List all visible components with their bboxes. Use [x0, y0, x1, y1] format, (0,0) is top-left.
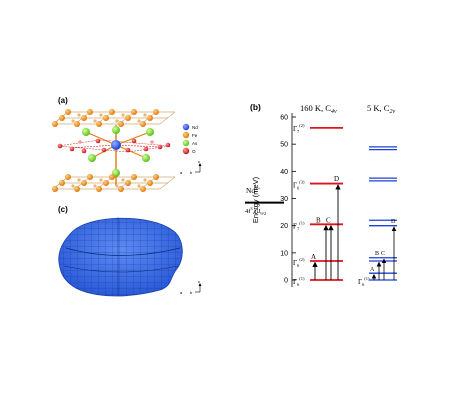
atom-legend: Nd Fe As O	[182, 123, 198, 155]
y-tick-label: 30	[280, 196, 288, 203]
axis-b-label: b	[190, 290, 193, 295]
y-tick-label: 50	[280, 142, 288, 149]
transition-letters: A B C D A B C D	[311, 175, 396, 273]
axis-b-label: b	[190, 170, 193, 175]
as-atom-icon	[182, 139, 190, 147]
legend-label-fe: Fe	[192, 133, 198, 138]
axis-c-label: c	[198, 159, 200, 164]
y-tick-label: 40	[280, 169, 288, 176]
y-ticks: 0 10 20 30 40 50 60	[280, 115, 296, 285]
panel-b-label: (b)	[250, 102, 261, 112]
transition-letter-a-5k: A	[370, 267, 375, 273]
nd-atom-icon	[182, 123, 190, 131]
panel-c: (c) c b a	[58, 205, 202, 297]
panel-a-label: (a)	[58, 96, 68, 105]
transition-letter-b-5k: B	[375, 251, 379, 257]
y-axis-label: Energy (meV)	[251, 176, 260, 223]
legend-item-nd: Nd	[182, 123, 198, 131]
level-label-gamma6-2-160k: Γ6(2)	[293, 257, 305, 268]
top-feas-layer	[52, 109, 176, 127]
transition-letter-a-160k: A	[311, 253, 316, 261]
panel-a: (a)	[52, 96, 202, 192]
axes-triad-c: c b a	[180, 279, 202, 295]
column-title-5k: 5 K, C2v	[367, 103, 395, 115]
y-tick-label: 10	[280, 250, 288, 257]
term-label: 4f3, 4I9/2	[245, 206, 266, 216]
fe-atom-icon	[182, 131, 190, 139]
y-axis: Energy (meV) 0 10 20 30 40 50 60	[251, 113, 296, 287]
transition-letter-d-5k: D	[391, 219, 396, 225]
ion-label: Nd3+	[246, 186, 261, 195]
legend-item-as: As	[182, 139, 198, 147]
transition-arrows	[312, 184, 397, 280]
panel-b: (b) 160 K, C4v 5 K, C2v Energy (meV) 0 10…	[245, 102, 397, 287]
level-label-gamma6-1-160k: Γ6(1)	[293, 276, 305, 287]
y-tick-label: 0	[284, 278, 288, 285]
axis-c-label: c	[198, 279, 200, 284]
legend-label-as: As	[192, 141, 198, 146]
panel-c-label: (c)	[58, 205, 68, 214]
legend-item-fe: Fe	[182, 131, 198, 139]
energy-levels	[310, 126, 397, 281]
bottom-feas-layer	[52, 174, 176, 192]
level-label-gamma7-2-160k: Γ7(2)	[293, 123, 305, 134]
legend-item-o: O	[182, 147, 196, 155]
axis-a-label: a	[180, 170, 183, 175]
axes-triad-a: c b a	[180, 159, 202, 175]
level-label-gamma6-3-160k: Γ6(3)	[293, 180, 305, 191]
level-label-gamma6-1-5k: Γ6(1)	[358, 276, 370, 287]
transition-letter-b-160k: B	[316, 216, 321, 224]
o-atom-icon	[182, 147, 190, 155]
ground-term: Nd3+ 4f3, 4I9/2	[245, 186, 284, 216]
y-tick-label: 20	[280, 223, 288, 230]
level-labels: Γ6(1) Γ6(2) Γ7(1) Γ6(3) Γ7(2) Γ6(1)	[293, 123, 370, 287]
axis-a-label: a	[180, 290, 183, 295]
column-title-160k: 160 K, C4v	[300, 103, 337, 115]
y-tick-label: 60	[280, 115, 288, 122]
transition-letter-d-160k: D	[334, 175, 339, 183]
legend-label-o: O	[192, 149, 196, 154]
crystal-structure	[52, 109, 176, 192]
level-label-gamma7-1-160k: Γ7(1)	[293, 220, 305, 231]
transition-letter-c-5k: C	[381, 251, 385, 257]
transition-letter-c-160k: C	[326, 216, 331, 224]
legend-label-nd: Nd	[192, 125, 198, 130]
charge-density-surface	[58, 217, 183, 297]
